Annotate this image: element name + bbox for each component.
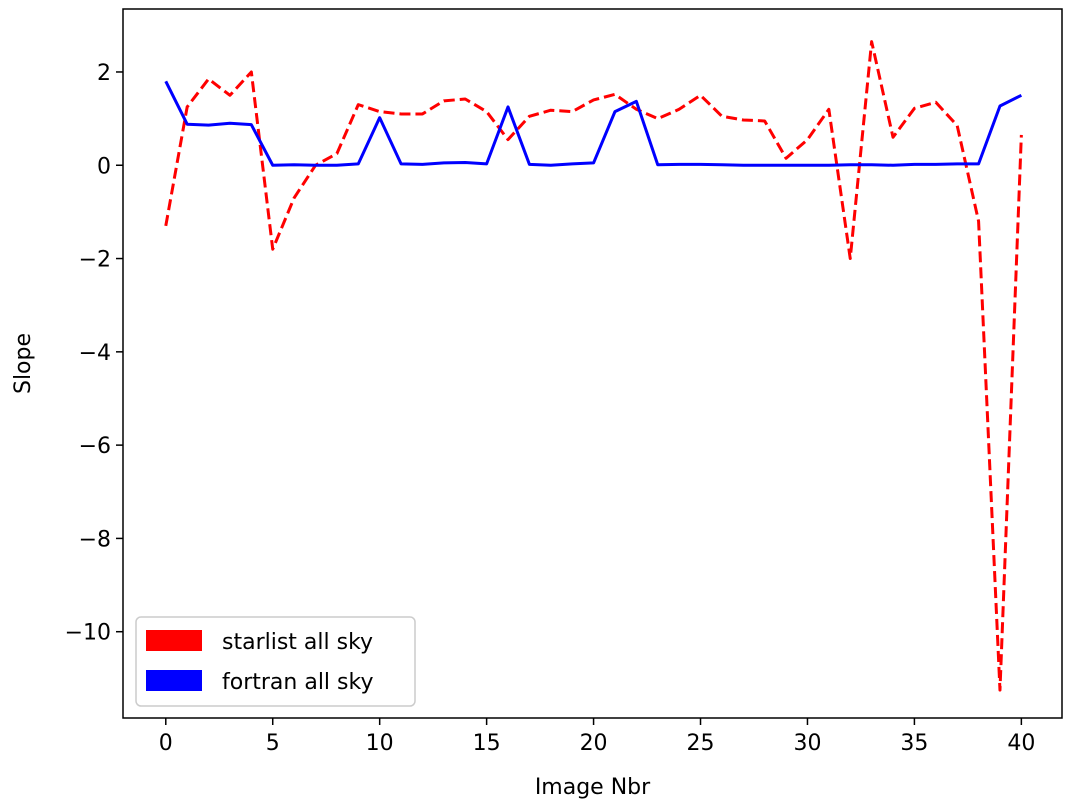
y-tick-label: −4: [79, 341, 111, 366]
y-axis-label: Slope: [11, 333, 36, 394]
x-tick-label: 25: [687, 731, 715, 756]
legend-box: [135, 616, 416, 707]
plot-area-frame: [122, 8, 1063, 719]
series-line-2: [164, 80, 1023, 167]
y-tick-label: −8: [79, 527, 111, 552]
x-tick-label: 30: [793, 731, 821, 756]
y-tick-label: −6: [79, 434, 111, 459]
x-tick-label: 5: [266, 731, 280, 756]
x-tick-label: 20: [580, 731, 608, 756]
y-tick-label: 2: [97, 61, 111, 86]
y-tick-label: 0: [97, 154, 111, 179]
legend-label: fortran all sky: [222, 670, 373, 695]
x-tick-label: 35: [900, 731, 928, 756]
legend-swatch: [146, 630, 202, 651]
x-axis-label: Image Nbr: [535, 775, 651, 800]
x-tick-label: 15: [473, 731, 501, 756]
legend-swatch: [146, 670, 202, 691]
series-layer: [164, 40, 1023, 692]
x-tick-label: 40: [1007, 731, 1035, 756]
y-tick-label: −2: [79, 248, 111, 273]
y-tick-label: −10: [65, 621, 111, 646]
legend: starlist all sky fortran all sky: [135, 616, 416, 707]
series-line-1: [164, 40, 1023, 692]
legend-label: starlist all sky: [222, 630, 373, 655]
x-axis-ticks: 0 5 10 15 20 25 30 35 40: [159, 718, 1035, 756]
y-axis-ticks: 2 0 −2 −4 −6 −8 −10: [65, 61, 123, 646]
x-tick-label: 10: [366, 731, 394, 756]
x-tick-label: 0: [159, 731, 173, 756]
